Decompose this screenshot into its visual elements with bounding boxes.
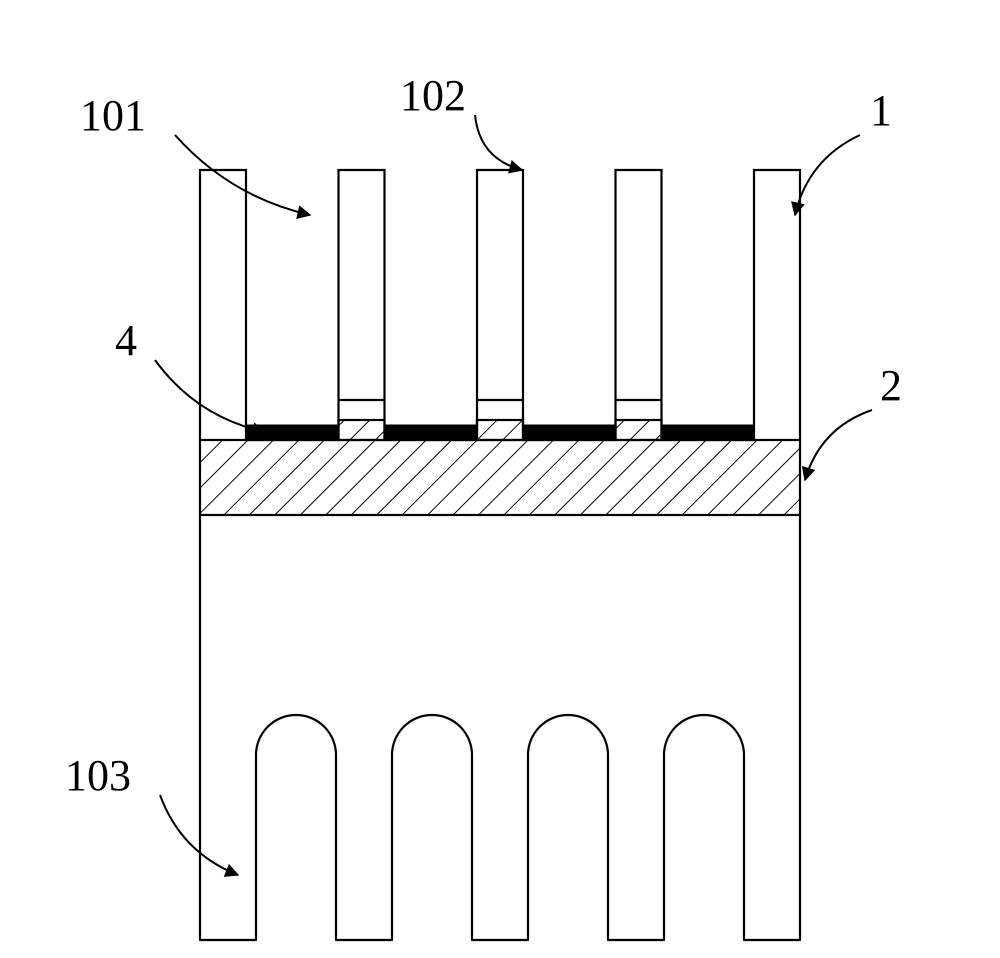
gap-black-bar <box>662 425 755 440</box>
label-1: 1 <box>870 86 892 135</box>
leader-102 <box>475 115 522 170</box>
leader-2 <box>805 410 872 480</box>
fin-insert-hatch <box>339 420 385 440</box>
fin-insert-hatch <box>477 420 523 440</box>
hatched-band <box>200 440 800 515</box>
label-101: 101 <box>80 91 146 140</box>
leader-4 <box>155 360 265 432</box>
lower-legs <box>200 680 800 940</box>
gap-black-bar <box>246 425 339 440</box>
leader-1 <box>795 135 860 215</box>
label-103: 103 <box>65 751 131 800</box>
leader-101 <box>175 135 310 215</box>
gap-black-bar <box>385 425 478 440</box>
fin-insert-hatch <box>616 420 662 440</box>
gap-black-bar <box>523 425 616 440</box>
label-4: 4 <box>115 316 137 365</box>
label-102: 102 <box>400 71 466 120</box>
label-2: 2 <box>880 361 902 410</box>
